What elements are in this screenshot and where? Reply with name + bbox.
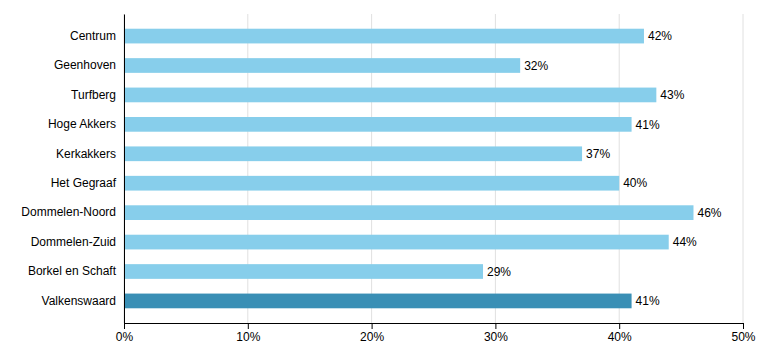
x-tick-mark: [495, 323, 496, 329]
bar: [124, 88, 656, 103]
bar: [124, 176, 619, 191]
grid-line: [124, 14, 125, 323]
y-tick: Valkenswaard: [42, 294, 124, 308]
y-tick: Turfberg: [71, 88, 124, 102]
data-label: 37%: [586, 147, 610, 161]
x-tick: 0%: [116, 323, 134, 344]
y-tick-label: Het Gegraaf: [51, 176, 117, 190]
grid-line: [619, 14, 620, 323]
bar: [124, 117, 632, 132]
bar: [124, 205, 693, 220]
y-tick-label: Dommelen-Noord: [21, 205, 116, 219]
x-tick-mark: [248, 323, 249, 329]
data-label: 32%: [524, 59, 548, 73]
y-tick-label: Hoge Akkers: [48, 117, 116, 131]
y-tick-label: Valkenswaard: [42, 294, 116, 308]
y-tick: Geenhoven: [54, 58, 124, 72]
y-tick-label: Geenhoven: [54, 58, 116, 72]
data-label: 42%: [648, 29, 672, 43]
data-label: 44%: [673, 235, 697, 249]
x-tick-label: 50%: [731, 330, 755, 344]
bar: [124, 29, 644, 44]
x-tick-mark: [372, 323, 373, 329]
x-tick: 20%: [360, 323, 384, 344]
data-label: 46%: [697, 206, 721, 220]
x-axis-line: [125, 324, 744, 330]
grid: [124, 14, 743, 323]
data-label: 40%: [623, 176, 647, 190]
data-label: 41%: [636, 118, 660, 132]
bar: [124, 235, 669, 250]
y-tick-label: Centrum: [70, 29, 116, 43]
y-axis-line: [124, 15, 125, 324]
y-tick: Centrum: [70, 29, 124, 43]
data-label: 43%: [660, 88, 684, 102]
plot: 0% 10% 20% 30% 40% 50% Centrum Geenhoven Turfber…: [21, 14, 756, 344]
bars: [124, 29, 693, 309]
y-tick-label: Turfberg: [71, 88, 116, 102]
bar: [124, 58, 520, 73]
data-label: 29%: [487, 265, 511, 279]
data-labels: 42% 32% 43% 41% 37% 40% 46% 44% 29% 41%: [487, 29, 722, 308]
y-tick-label: Dommelen-Zuid: [31, 235, 116, 249]
y-tick: Kerkakkers: [56, 147, 124, 161]
x-tick: 50%: [731, 323, 755, 344]
x-tick: 40%: [608, 323, 632, 344]
x-tick-label: 40%: [608, 330, 632, 344]
bar: [124, 264, 483, 279]
x-tick-label: 20%: [360, 330, 384, 344]
data-label: 41%: [636, 294, 660, 308]
x-tick-mark: [619, 323, 620, 329]
x-tick-label: 10%: [236, 330, 260, 344]
bar: [124, 146, 582, 161]
y-tick: Dommelen-Zuid: [31, 235, 124, 249]
chart: 0% 10% 20% 30% 40% 50% Centrum Geenhoven Turfber…: [0, 0, 777, 353]
x-tick: 10%: [236, 323, 260, 344]
x-tick: 30%: [484, 323, 508, 344]
y-tick: Het Gegraaf: [51, 176, 124, 190]
y-axis: Centrum Geenhoven Turfberg Hoge Akkers Kerka…: [21, 15, 124, 324]
y-tick: Dommelen-Noord: [21, 205, 124, 219]
x-tick-label: 0%: [116, 330, 134, 344]
x-tick-mark: [124, 323, 125, 329]
y-tick-label: Borkel en Schaft: [28, 264, 117, 278]
y-tick: Borkel en Schaft: [28, 264, 124, 278]
x-tick-label: 30%: [484, 330, 508, 344]
grid-line: [743, 14, 744, 323]
x-tick-mark: [743, 323, 744, 329]
y-tick-label: Kerkakkers: [56, 147, 116, 161]
y-tick: Hoge Akkers: [48, 117, 124, 131]
bar: [124, 294, 632, 309]
x-axis: 0% 10% 20% 30% 40% 50%: [116, 323, 756, 344]
